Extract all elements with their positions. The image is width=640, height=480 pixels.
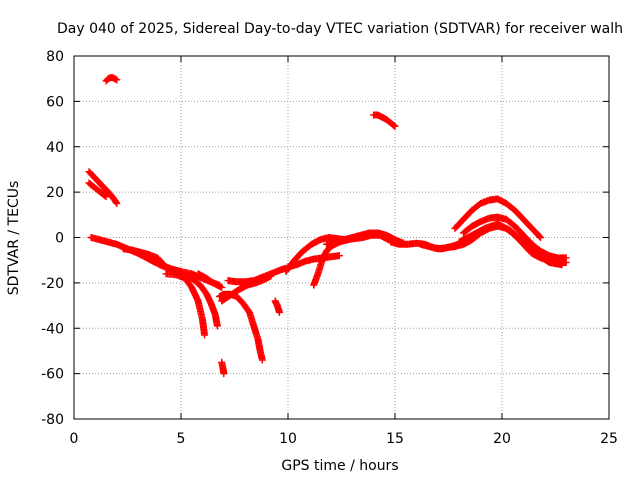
y-tick-label: 40 [46, 140, 64, 156]
x-axis-label: GPS time / hours [281, 458, 398, 474]
data-marker-trail [134, 249, 185, 276]
series-arc-v [451, 195, 545, 241]
data-marker-trail [455, 220, 566, 269]
y-tick-label: 0 [55, 231, 64, 247]
series-arc-w [460, 213, 570, 262]
axis-ticks: 0 5 10 15 20 25 -80 -60 -40 -20 0 20 40 60 80 [41, 49, 618, 447]
y-axis-label: SDTVAR / TECUs [6, 181, 22, 296]
data-marker-trail [177, 270, 221, 330]
data-marker-trail [271, 297, 283, 316]
data-marker-trail [224, 264, 290, 286]
data-marker-trail [460, 213, 570, 262]
y-tick-label: 20 [46, 185, 64, 201]
chart-title: Day 040 of 2025, Sidereal Day-to-day VTE… [57, 21, 623, 37]
data-marker-trail [218, 358, 228, 378]
series-arc-l [216, 290, 266, 364]
data-marker-trail [194, 270, 224, 289]
data-points [85, 74, 570, 378]
data-marker-trail [102, 74, 121, 85]
data-marker-trail [370, 111, 399, 130]
series-arc-c [85, 168, 121, 207]
y-tick-label: 60 [46, 94, 64, 110]
x-tick-label: 20 [493, 431, 511, 447]
series-arc-d [85, 179, 110, 201]
y-tick-label: -20 [41, 276, 64, 292]
series-arc-a [102, 74, 121, 85]
x-tick-label: 25 [600, 431, 618, 447]
y-tick-label: -60 [41, 367, 64, 383]
data-marker-trail [451, 195, 545, 241]
x-tick-label: 10 [279, 431, 297, 447]
series-arc-g [134, 249, 185, 276]
y-tick-label: 80 [46, 49, 64, 65]
series-arc-j [194, 270, 224, 289]
series-arc-b [370, 111, 399, 130]
x-tick-label: 0 [70, 431, 79, 447]
series-arc-i [177, 270, 221, 330]
series-arc-k [218, 358, 228, 378]
y-tick-label: -80 [41, 412, 64, 428]
x-tick-label: 15 [386, 431, 404, 447]
x-tick-label: 5 [177, 431, 186, 447]
y-tick-label: -40 [41, 321, 64, 337]
data-marker-trail [216, 290, 266, 364]
series-arc-o [271, 297, 283, 316]
data-marker-trail [85, 168, 121, 207]
series-arc-x [455, 220, 566, 269]
series-arc-n [224, 264, 290, 286]
data-marker-trail [85, 179, 110, 201]
